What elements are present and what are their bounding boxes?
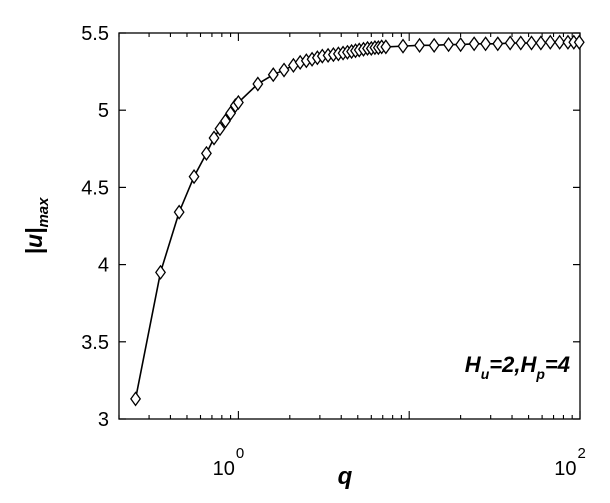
x-tick-label: 100 xyxy=(213,445,245,480)
x-axis-title: q xyxy=(338,463,353,490)
annotation-s1: u xyxy=(481,366,490,382)
data-point-marker xyxy=(414,37,426,53)
data-point-marker xyxy=(188,168,200,185)
data-point-marker xyxy=(515,35,527,51)
data-point-marker xyxy=(443,36,455,53)
annotation-t2: =4 xyxy=(545,352,570,377)
data-point-marker xyxy=(200,145,212,162)
data-point-marker xyxy=(544,34,556,50)
data-point-marker xyxy=(468,36,480,52)
y-tick-label: 3 xyxy=(98,409,109,431)
x-tick-label-exponent: 2 xyxy=(577,445,585,462)
y-axis-ticks: 3 3.5 4 4.5 5 5.5 xyxy=(81,23,580,431)
plot-frame xyxy=(118,32,581,420)
data-point-marker xyxy=(155,264,166,280)
data-point-marker xyxy=(278,62,290,78)
y-tick-label: 5 xyxy=(98,100,109,122)
y-axis-title-sub: max xyxy=(35,197,52,228)
annotation-t1: =2, xyxy=(489,352,520,377)
data-point-marker xyxy=(428,37,440,53)
x-tick-label-base: 10 xyxy=(554,458,576,480)
y-tick-label: 4.5 xyxy=(81,177,109,199)
x-tick-label: 102 xyxy=(554,445,586,480)
annotation-s2: p xyxy=(535,366,545,382)
data-point-marker xyxy=(480,36,492,52)
x-tick-label-base: 10 xyxy=(213,458,235,480)
series-layer xyxy=(130,34,585,407)
data-point-marker xyxy=(380,39,392,55)
data-point-marker xyxy=(267,67,279,83)
data-point-marker xyxy=(492,36,504,52)
data-point-marker xyxy=(573,34,585,50)
data-point-marker xyxy=(535,35,547,51)
data-point-marker xyxy=(455,36,467,53)
y-axis-title-base: |u| xyxy=(21,228,47,255)
data-point-marker xyxy=(504,35,516,51)
data-point-marker xyxy=(208,130,220,146)
data-point-marker xyxy=(397,38,409,54)
data-point-marker xyxy=(252,76,264,92)
parameter-annotation: Hu=2,Hp=4 xyxy=(465,352,570,382)
data-point-marker xyxy=(173,204,185,220)
data-point-marker xyxy=(526,35,537,51)
y-tick-label: 4 xyxy=(98,255,109,277)
data-point-marker xyxy=(130,391,142,407)
data-point-marker xyxy=(219,113,231,129)
y-tick-label: 5.5 xyxy=(81,23,109,45)
annotation-h1: H xyxy=(465,352,482,377)
data-point-marker xyxy=(225,105,237,121)
series-line xyxy=(134,41,580,400)
data-point-marker xyxy=(232,94,244,111)
y-axis-title: |u|max xyxy=(21,197,52,255)
x-tick-label-exponent: 0 xyxy=(236,445,244,462)
data-point-marker xyxy=(554,34,566,50)
y-tick-label: 3.5 xyxy=(81,332,109,354)
annotation-h2: H xyxy=(520,352,537,377)
data-point-marker xyxy=(214,121,226,137)
